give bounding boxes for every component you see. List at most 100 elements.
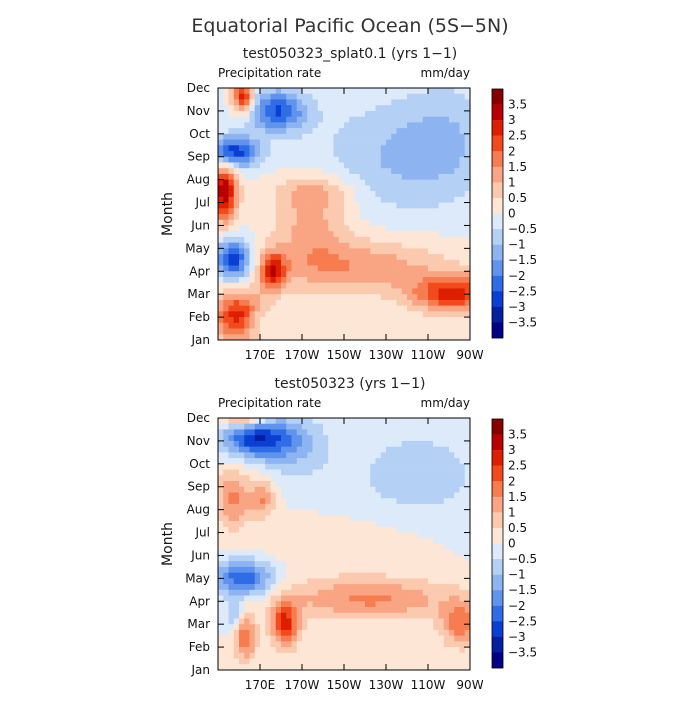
heatmap-cell (380, 584, 387, 591)
y-tick-label: Feb (189, 310, 210, 324)
heatmap-cell (244, 629, 250, 636)
heatmap-cell (260, 208, 266, 215)
heatmap-cell (281, 259, 287, 266)
heatmap-cell (260, 658, 266, 665)
heatmap-cell (333, 277, 340, 284)
heatmap-cell (281, 452, 287, 459)
heatmap-cell (317, 641, 324, 648)
heatmap-cell (286, 641, 292, 648)
heatmap-cell (401, 435, 408, 442)
heatmap-cell (317, 492, 324, 499)
heatmap-cell (328, 225, 334, 232)
heatmap-cell (218, 179, 224, 186)
heatmap-cell (428, 196, 434, 203)
heatmap-cell (312, 481, 319, 488)
heatmap-cell (380, 658, 387, 665)
heatmap-cell (464, 122, 471, 129)
heatmap-cell (370, 294, 376, 301)
heatmap-cell (443, 526, 450, 533)
heatmap-cell (281, 435, 287, 442)
heatmap-cell (344, 647, 350, 654)
heatmap-cell (438, 179, 445, 186)
heatmap-cell (433, 532, 439, 539)
heatmap-cell (333, 294, 340, 301)
heatmap-cell (218, 624, 224, 631)
heatmap-cell (422, 271, 429, 278)
heatmap-cell (344, 294, 350, 301)
heatmap-cell (338, 555, 345, 562)
heatmap-cell (370, 168, 376, 175)
heatmap-cell (354, 88, 361, 95)
heatmap-cell (401, 231, 408, 238)
heatmap-cell (438, 231, 445, 238)
heatmap-cell (317, 133, 324, 140)
heatmap-cell (333, 452, 340, 459)
heatmap-cell (412, 544, 418, 551)
heatmap-cell (338, 601, 345, 608)
heatmap-cell (428, 110, 434, 117)
heatmap-cell (281, 242, 287, 249)
heatmap-cell (433, 595, 439, 602)
heatmap-cell (417, 294, 424, 301)
heatmap-cell (422, 647, 429, 654)
heatmap-cell (296, 133, 303, 140)
heatmap-cell (349, 452, 355, 459)
heatmap-cell (386, 475, 392, 482)
heatmap-cell (244, 509, 250, 516)
heatmap-cell (233, 618, 240, 625)
heatmap-cell (438, 652, 445, 659)
heatmap-cell (359, 566, 366, 573)
heatmap-cell (349, 191, 355, 198)
heatmap-cell (265, 259, 271, 266)
heatmap-cell (365, 469, 371, 476)
heatmap-cell (433, 116, 439, 123)
heatmap-cell (459, 549, 466, 556)
heatmap-cell (328, 214, 334, 221)
heatmap-cell (454, 589, 460, 596)
heatmap-cell (464, 561, 471, 568)
heatmap-cell (370, 236, 376, 243)
heatmap-cell (218, 532, 224, 539)
heatmap-cell (449, 612, 455, 619)
heatmap-cell (464, 265, 471, 272)
heatmap-cell (233, 629, 240, 636)
heatmap-cell (391, 145, 397, 152)
heatmap-cell (459, 469, 466, 476)
heatmap-cell (449, 185, 455, 192)
heatmap-cell (270, 629, 277, 636)
heatmap-cell (291, 584, 298, 591)
heatmap-cell (323, 521, 329, 528)
heatmap-cell (359, 282, 366, 289)
heatmap-cell (449, 88, 455, 95)
heatmap-cell (443, 282, 450, 289)
heatmap-cell (281, 544, 287, 551)
heatmap-cell (328, 110, 334, 117)
heatmap-cell (407, 589, 413, 596)
heatmap-cell (365, 122, 371, 129)
heatmap-cell (291, 242, 298, 249)
heatmap-cell (354, 277, 361, 284)
heatmap-cell (254, 248, 261, 255)
heatmap-cell (233, 179, 240, 186)
heatmap-cell (396, 254, 403, 261)
heatmap-cell (349, 601, 355, 608)
heatmap-cell (291, 486, 298, 493)
heatmap-cell (323, 156, 329, 163)
heatmap-cell (438, 486, 445, 493)
heatmap-cell (417, 503, 424, 510)
heatmap-cell (323, 231, 329, 238)
heatmap-cell (307, 202, 313, 209)
heatmap-cell (386, 418, 392, 425)
heatmap-cell (454, 328, 460, 335)
heatmap-cell (344, 93, 350, 100)
heatmap-cell (443, 328, 450, 335)
heatmap-cell (260, 469, 266, 476)
heatmap-cell (312, 601, 319, 608)
heatmap-cell (323, 168, 329, 175)
heatmap-cell (365, 305, 371, 312)
heatmap-cell (359, 219, 366, 226)
heatmap-cell (333, 423, 340, 430)
heatmap-cell (254, 532, 261, 539)
heatmap-cell (249, 423, 256, 430)
heatmap-cell (296, 156, 303, 163)
